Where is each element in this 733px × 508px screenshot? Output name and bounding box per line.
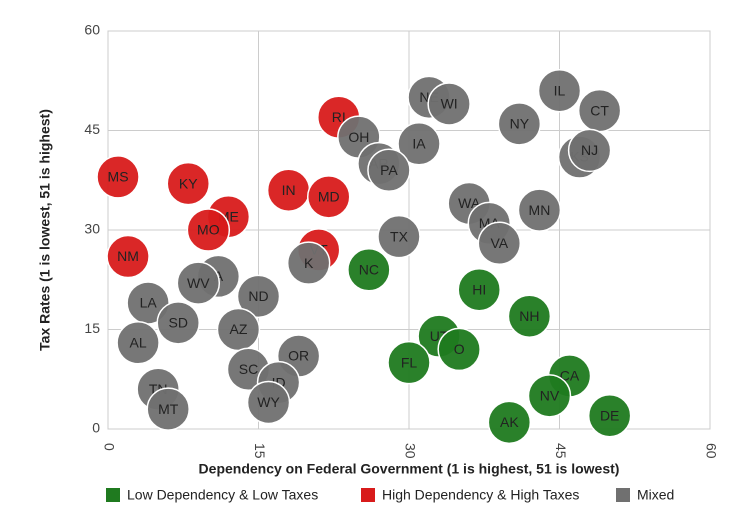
bubble-label: MT: [158, 401, 179, 417]
bubble-label: K: [304, 255, 314, 271]
bubble: [457, 267, 501, 312]
bubble: [487, 400, 532, 445]
legend-label: High Dependency & High Taxes: [382, 487, 579, 503]
y-tick-label: 15: [84, 320, 100, 336]
bubble: [387, 340, 431, 385]
bubble: [156, 301, 200, 345]
y-tick-label: 0: [92, 420, 100, 436]
bubble-label: AK: [500, 414, 519, 430]
bubble: [377, 214, 421, 259]
bubble-label: TX: [390, 228, 409, 244]
bubble-label: WI: [441, 96, 458, 112]
bubble-label: CA: [560, 368, 580, 384]
bubble-label: HI: [472, 281, 486, 297]
bubble-label: IN: [282, 182, 296, 198]
bubble: [96, 155, 140, 199]
bubble-label: MN: [529, 202, 551, 218]
bubble: [527, 374, 572, 418]
bubble: [567, 128, 612, 173]
bubble: [286, 241, 331, 285]
bubble-label: CT: [590, 102, 609, 118]
bubble: [587, 393, 632, 438]
bubble-label: WV: [187, 275, 210, 291]
y-tick-label: 60: [84, 22, 100, 38]
bubbles: NCHINHUTOFLCANVAKDEMSKYRIINMDMEMOVTNMNEW…: [96, 68, 632, 445]
bubble: [437, 327, 481, 372]
bubble-label: IA: [412, 135, 426, 151]
bubble: [106, 234, 150, 279]
x-tick-label: 45: [553, 443, 569, 459]
legend-swatch: [106, 488, 120, 502]
bubble: [186, 208, 231, 252]
bubble-label: PA: [380, 162, 398, 178]
bubble-label: NJ: [581, 142, 598, 158]
bubble: [166, 161, 211, 206]
bubble-label: AZ: [229, 321, 247, 337]
legend-swatch: [616, 488, 630, 502]
bubble: [397, 122, 441, 166]
bubble-label: LA: [140, 295, 158, 311]
bubble-label: KY: [179, 175, 198, 191]
bubble: [367, 148, 411, 193]
bubble-label: MD: [318, 189, 340, 205]
bubble: [146, 387, 190, 431]
bubble: [477, 221, 522, 266]
bubble-label: RI: [332, 109, 346, 125]
x-tick-label: 30: [402, 443, 418, 459]
bubble-label: VA: [490, 235, 508, 251]
bubble-label: NC: [359, 262, 379, 278]
bubble-label: WY: [257, 394, 280, 410]
bubble: [537, 68, 582, 113]
x-tick-label: 15: [252, 443, 268, 459]
bubble: [236, 274, 281, 319]
bubble-label: MS: [108, 169, 129, 185]
bubble: [306, 175, 351, 219]
bubble-label: ND: [248, 288, 268, 304]
bubble: [517, 188, 562, 232]
bubble-label: NV: [540, 388, 560, 404]
bubble-label: NY: [510, 116, 530, 132]
x-axis-title: Dependency on Federal Government (1 is h…: [199, 461, 620, 477]
y-tick-label: 30: [84, 221, 100, 237]
legend: Low Dependency & Low Taxes High Dependenc…: [106, 487, 674, 503]
bubble-label: NM: [117, 248, 139, 264]
bubble-label: FL: [401, 354, 418, 370]
bubble-label: IL: [554, 82, 566, 98]
bubble-label: SD: [169, 315, 188, 331]
bubble: [427, 82, 471, 126]
bubble-label: OH: [348, 129, 369, 145]
bubble-label: O: [454, 341, 465, 357]
legend-label: Low Dependency & Low Taxes: [127, 487, 318, 503]
y-tick-label: 45: [84, 121, 100, 137]
bubble: [116, 321, 160, 365]
bubble-label: NH: [519, 308, 539, 324]
legend-label: Mixed: [637, 487, 674, 503]
bubble-label: MO: [197, 222, 220, 238]
bubble-label: AL: [130, 334, 147, 350]
bubble-label: SC: [239, 361, 258, 377]
bubble: [497, 102, 542, 146]
bubble: [507, 294, 552, 338]
legend-swatch: [361, 488, 375, 502]
y-axis-title: Tax Rates (1 is lowest, 51 is highest): [37, 109, 53, 351]
bubble: [347, 248, 391, 292]
bubble-label: DE: [600, 407, 619, 423]
x-tick-label: 60: [703, 443, 719, 459]
bubble: [176, 261, 221, 305]
x-tick-label: 0: [101, 443, 117, 451]
bubble: [246, 380, 291, 425]
bubble-label: OR: [288, 348, 309, 364]
